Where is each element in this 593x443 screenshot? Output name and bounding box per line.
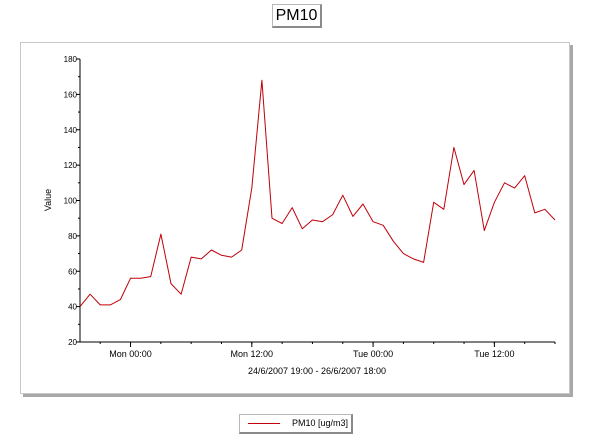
x-tick-label: Mon 00:00 bbox=[109, 349, 152, 359]
y-tick-label: 60 bbox=[68, 267, 77, 276]
chart-title: PM10 bbox=[272, 4, 322, 28]
series-line bbox=[79, 79, 556, 307]
y-tick-label: 100 bbox=[64, 197, 78, 206]
y-tick-label: 120 bbox=[64, 161, 78, 170]
legend: PM10 [ug/m3] bbox=[239, 414, 353, 434]
legend-swatch bbox=[248, 423, 280, 424]
y-tick-label: 160 bbox=[64, 90, 78, 99]
x-tick-label: Tue 00:00 bbox=[353, 349, 393, 359]
y-tick-label: 140 bbox=[64, 126, 78, 135]
y-tick-label: 80 bbox=[68, 232, 77, 241]
legend-label: PM10 [ug/m3] bbox=[292, 418, 349, 428]
x-axis-label: 24/6/2007 19:00 - 26/6/2007 18:00 bbox=[248, 366, 386, 376]
y-tick-label: 20 bbox=[68, 338, 77, 347]
x-tick-label: Mon 12:00 bbox=[231, 349, 274, 359]
x-tick-label: Tue 12:00 bbox=[474, 349, 514, 359]
y-axis-label: Value bbox=[43, 189, 53, 211]
chart-frame bbox=[20, 42, 570, 394]
y-tick-label: 40 bbox=[68, 303, 77, 312]
y-tick-label: 180 bbox=[64, 55, 78, 64]
